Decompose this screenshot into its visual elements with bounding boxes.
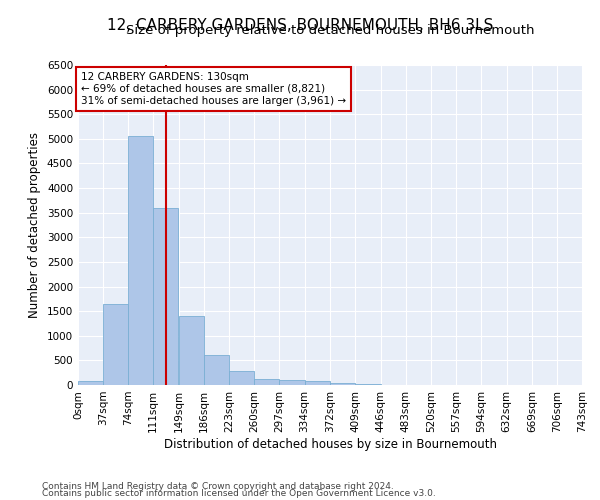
Y-axis label: Number of detached properties: Number of detached properties	[28, 132, 41, 318]
Bar	[103, 304, 128, 385]
Bar	[305, 382, 329, 385]
Bar	[78, 382, 103, 385]
Text: Contains HM Land Registry data © Crown copyright and database right 2024.: Contains HM Land Registry data © Crown c…	[42, 482, 394, 491]
Bar	[204, 355, 229, 385]
Bar	[254, 378, 280, 385]
Text: 12, CARBERY GARDENS, BOURNEMOUTH, BH6 3LS: 12, CARBERY GARDENS, BOURNEMOUTH, BH6 3L…	[107, 18, 493, 32]
X-axis label: Distribution of detached houses by size in Bournemouth: Distribution of detached houses by size …	[163, 438, 497, 450]
Bar	[179, 316, 204, 385]
Title: Size of property relative to detached houses in Bournemouth: Size of property relative to detached ho…	[126, 24, 534, 38]
Text: Contains public sector information licensed under the Open Government Licence v3: Contains public sector information licen…	[42, 490, 436, 498]
Bar	[280, 380, 305, 385]
Text: 12 CARBERY GARDENS: 130sqm
← 69% of detached houses are smaller (8,821)
31% of s: 12 CARBERY GARDENS: 130sqm ← 69% of deta…	[81, 72, 346, 106]
Bar	[128, 136, 153, 385]
Bar	[331, 382, 355, 385]
Bar	[153, 208, 178, 385]
Bar	[355, 384, 380, 385]
Bar	[229, 370, 254, 385]
